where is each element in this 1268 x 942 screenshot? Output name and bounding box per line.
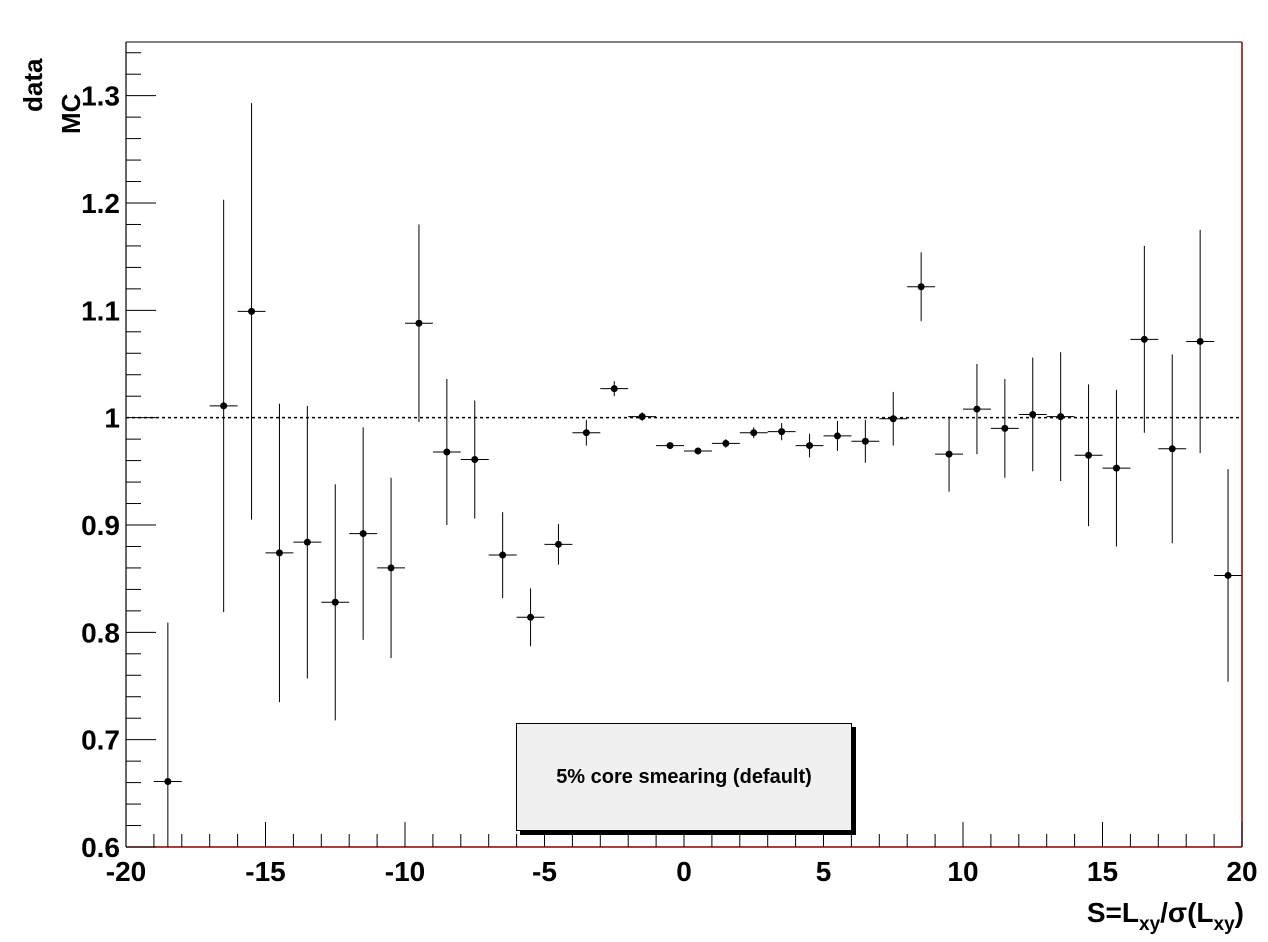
y-tick-label: 1.1	[81, 295, 120, 326]
data-point	[638, 413, 646, 421]
x-tick-label: 20	[1226, 856, 1257, 887]
data-point	[1140, 335, 1148, 343]
data-point	[248, 307, 256, 315]
x-tick-label: -5	[532, 856, 557, 887]
data-point	[833, 432, 841, 440]
data-point	[666, 442, 674, 450]
x-tick-label: -10	[385, 856, 425, 887]
y-tick-label: 1	[104, 403, 120, 434]
data-point	[582, 429, 590, 437]
data-point	[917, 283, 925, 291]
data-point	[499, 551, 507, 559]
x-axis-label: S=Lxy/σ(Lxy)	[1086, 897, 1244, 935]
x-tick-label: 5	[816, 856, 832, 887]
data-point	[1001, 424, 1009, 432]
data-point	[722, 439, 730, 447]
data-point	[220, 402, 228, 410]
y-tick-label: 0.6	[81, 832, 120, 863]
y-tick-label: 1.3	[81, 81, 120, 112]
data-point	[945, 450, 953, 458]
data-point	[359, 530, 367, 538]
data-point	[973, 405, 981, 413]
data-point	[554, 540, 562, 548]
y-tick-label: 0.8	[81, 617, 120, 648]
data-point	[415, 319, 423, 327]
data-point	[889, 415, 897, 423]
y-axis-label-denominator: MC	[56, 93, 86, 134]
data-point	[471, 456, 479, 464]
legend-text: 5% core smearing (default)	[556, 765, 812, 788]
data-point	[1029, 410, 1037, 418]
data-point	[694, 447, 702, 455]
x-tick-label: 10	[947, 856, 978, 887]
data-point	[527, 613, 535, 621]
data-point	[610, 385, 618, 393]
data-point	[387, 564, 395, 572]
data-point	[1057, 413, 1065, 421]
data-point	[443, 448, 451, 456]
data-point	[806, 442, 814, 450]
data-point	[1112, 464, 1120, 472]
x-tick-label: 15	[1087, 856, 1118, 887]
y-tick-label: 0.9	[81, 510, 120, 541]
data-point	[1224, 571, 1232, 579]
x-tick-label: -20	[106, 856, 146, 887]
y-axis-label-numerator: data	[18, 58, 48, 112]
legend-box: 5% core smearing (default)	[516, 723, 852, 831]
data-point	[861, 437, 869, 445]
y-axis-label: data MC	[16, 30, 86, 134]
data-point	[778, 428, 786, 436]
data-point	[164, 778, 172, 786]
data-point	[275, 549, 283, 557]
data-point	[1168, 445, 1176, 453]
data-point	[1085, 451, 1093, 459]
data-point	[331, 598, 339, 606]
data-point	[303, 538, 311, 546]
y-tick-label: 0.7	[81, 725, 120, 756]
data-point	[1196, 337, 1204, 345]
x-tick-label: -15	[245, 856, 285, 887]
data-point	[750, 429, 758, 437]
y-tick-label: 1.2	[81, 188, 120, 219]
x-tick-label: 0	[676, 856, 692, 887]
